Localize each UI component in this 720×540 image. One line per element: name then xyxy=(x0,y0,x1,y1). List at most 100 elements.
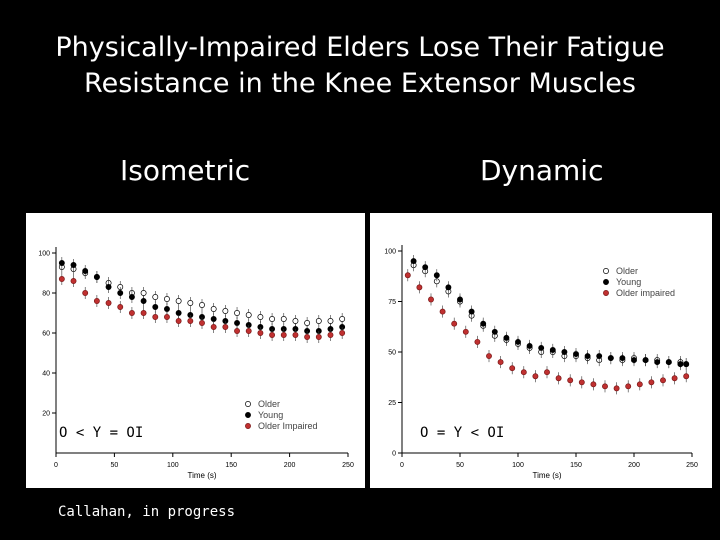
data-point xyxy=(257,330,264,336)
data-point xyxy=(222,308,229,314)
x-tick-label: 0 xyxy=(54,462,58,469)
data-point xyxy=(451,320,458,327)
data-point xyxy=(654,359,661,366)
data-point xyxy=(105,284,112,290)
data-point xyxy=(561,349,568,355)
data-point xyxy=(93,298,100,304)
data-point xyxy=(538,345,545,351)
data-point xyxy=(117,290,124,296)
data-point xyxy=(152,304,159,310)
data-point xyxy=(187,300,194,306)
data-point xyxy=(665,359,672,366)
x-tick-label: 250 xyxy=(342,462,354,469)
data-point xyxy=(164,306,170,312)
x-tick-label: 250 xyxy=(686,462,698,469)
data-point xyxy=(82,290,89,296)
data-point xyxy=(128,294,135,300)
y-tick-label: 25 xyxy=(388,400,396,407)
data-point xyxy=(619,355,626,362)
data-point xyxy=(257,314,264,320)
data-point xyxy=(532,373,539,380)
dynamic-label: Dynamic xyxy=(480,154,604,187)
data-point xyxy=(445,284,452,291)
x-tick-label: 50 xyxy=(456,462,464,469)
data-point xyxy=(555,375,562,382)
isometric-chart: 0 50 100 150 200 250 20 40 60 80 100 Time (s) OlderY… xyxy=(38,247,354,480)
legend-marker xyxy=(603,290,609,296)
data-point xyxy=(315,318,322,324)
data-point xyxy=(245,328,252,334)
data-point xyxy=(584,353,591,359)
data-point xyxy=(93,274,100,280)
data-point xyxy=(457,296,463,303)
isometric-label: Isometric xyxy=(120,154,251,187)
data-point xyxy=(269,332,276,338)
y-tick-label: 75 xyxy=(388,299,396,306)
data-point xyxy=(175,310,182,316)
isometric-comparison: O < Y = OI xyxy=(59,425,144,441)
credit-text: Callahan, in progress xyxy=(58,504,236,520)
x-tick-label: 150 xyxy=(225,462,237,469)
legend-marker xyxy=(245,401,251,407)
x-tick-label: 100 xyxy=(167,462,179,469)
data-point xyxy=(245,312,252,318)
data-point xyxy=(175,298,182,304)
data-point xyxy=(474,338,481,345)
data-point xyxy=(152,294,159,300)
data-point xyxy=(140,290,147,296)
data-point xyxy=(613,385,620,392)
legend-marker xyxy=(245,412,251,418)
legend-marker xyxy=(245,423,251,429)
x-tick-label: 200 xyxy=(284,462,296,469)
data-point xyxy=(234,310,240,316)
data-point xyxy=(520,369,527,376)
data-point xyxy=(70,278,77,284)
data-point xyxy=(210,316,217,322)
x-tick-label: 0 xyxy=(400,462,404,469)
data-point xyxy=(164,296,170,302)
data-point xyxy=(468,308,475,315)
x-tick-label: 200 xyxy=(628,462,640,469)
data-point xyxy=(234,320,240,326)
y-tick-label: 40 xyxy=(42,371,50,378)
data-point xyxy=(549,347,556,353)
data-point xyxy=(280,332,287,338)
data-point xyxy=(82,268,89,274)
data-point xyxy=(327,318,334,324)
data-point xyxy=(573,351,579,357)
legend-marker xyxy=(603,268,609,274)
y-tick-label: 80 xyxy=(42,291,50,298)
data-point xyxy=(339,330,346,336)
data-point xyxy=(683,373,690,380)
data-point xyxy=(58,260,65,266)
data-point xyxy=(105,300,112,306)
data-point xyxy=(304,334,311,340)
legend-label: Young xyxy=(616,277,641,287)
data-point xyxy=(602,383,608,390)
y-tick-label: 60 xyxy=(42,331,50,338)
x-axis-label: Time (s) xyxy=(187,471,216,480)
data-point xyxy=(607,355,614,362)
data-point xyxy=(660,377,666,384)
y-tick-label: 50 xyxy=(388,350,396,357)
title-line-1: Physically-Impaired Elders Lose Their Fa… xyxy=(55,32,665,63)
data-point xyxy=(671,375,678,382)
data-point xyxy=(269,316,276,322)
data-point xyxy=(683,361,690,368)
data-point xyxy=(292,318,299,324)
data-point xyxy=(199,320,205,326)
dynamic-chart: 0 50 100 150 200 250 0 25 50 75 100 Time (s) OlderYo… xyxy=(384,245,698,480)
data-point xyxy=(152,314,159,320)
data-point xyxy=(234,328,240,334)
data-point xyxy=(439,308,446,315)
data-point xyxy=(210,306,217,312)
dynamic-chart-panel: 0 50 100 150 200 250 0 25 50 75 100 Time (s) Older Yo… xyxy=(370,213,712,488)
data-point xyxy=(515,338,521,345)
data-point xyxy=(164,314,170,320)
data-point xyxy=(578,379,585,386)
legend-label: Older xyxy=(258,399,280,409)
data-point xyxy=(509,365,516,372)
legend-label: Older xyxy=(616,266,638,276)
data-point xyxy=(526,342,533,349)
data-point xyxy=(631,357,637,364)
